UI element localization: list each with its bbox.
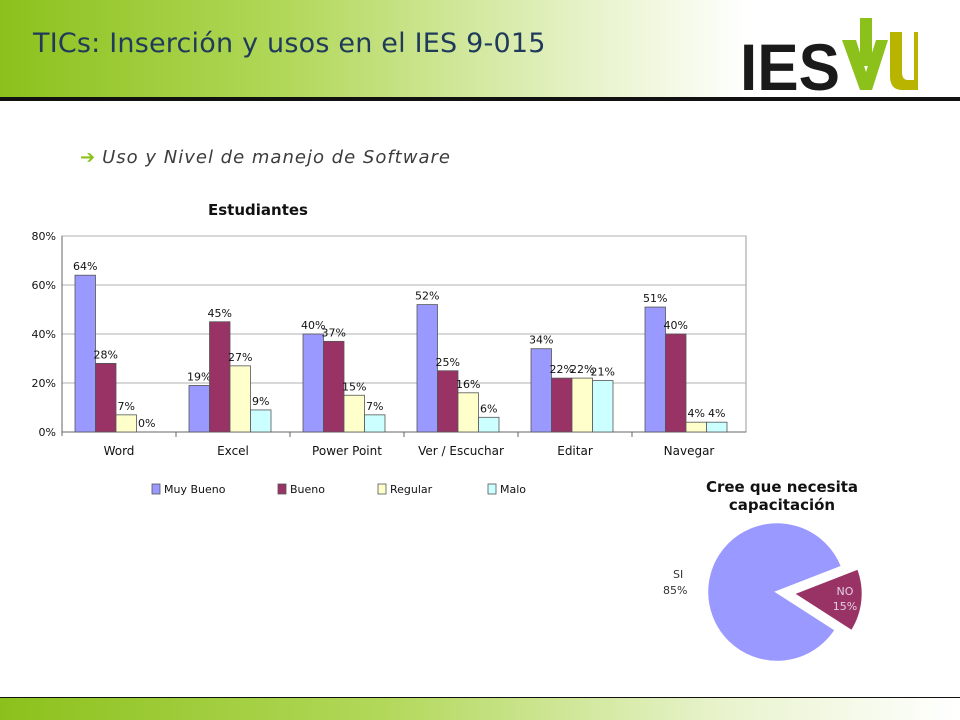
y-tick-label: 20% (32, 377, 56, 390)
data-label: 22% (550, 363, 574, 376)
data-label: 6% (480, 402, 497, 415)
data-label: 25% (436, 356, 460, 369)
pie-chart: SI 85% NO 15% (663, 520, 865, 664)
x-tick-label: Ver / Escuchar (418, 444, 504, 458)
bar (644, 306, 666, 433)
bar (478, 416, 500, 433)
pie-label-name: SI (673, 568, 683, 581)
y-tick-label: 0% (39, 426, 56, 439)
pie-title-line-1: Cree que necesita (705, 478, 859, 496)
bar (457, 392, 479, 433)
legend-label: Bueno (290, 483, 325, 496)
legend-swatch (487, 483, 497, 495)
legend-swatch (377, 483, 387, 495)
section-bullet: ➔ Uso y Nivel de manejo de Software (80, 147, 451, 168)
x-tick-label: Editar (557, 444, 593, 458)
data-label: 22% (570, 363, 594, 376)
header-divider (0, 97, 960, 101)
legend-swatch (151, 483, 161, 495)
data-label: 4% (708, 407, 725, 420)
bar (592, 380, 614, 433)
data-label: 40% (301, 319, 325, 332)
x-tick-label: Navegar (664, 444, 715, 458)
legend-swatch (277, 483, 287, 495)
y-tick-label: 40% (32, 328, 56, 341)
data-label: 27% (228, 351, 252, 364)
x-tick-label: Power Point (312, 444, 382, 458)
pie-label-name: NO (837, 585, 854, 598)
x-tick-label: Excel (217, 444, 249, 458)
pie-chart-title: Cree que necesita capacitación (694, 478, 870, 514)
bar (571, 377, 593, 433)
pie-label-value: 85% (663, 584, 687, 597)
slide-title: TICs: Inserción y usos en el IES 9-015 (33, 28, 546, 59)
bar (74, 274, 96, 433)
bar (209, 321, 231, 433)
data-label: 7% (118, 400, 135, 413)
legend-label: Malo (500, 483, 526, 496)
bar (551, 377, 573, 433)
data-label: 21% (591, 366, 615, 379)
data-label: 34% (529, 334, 553, 347)
legend-label: Muy Bueno (164, 483, 226, 496)
bar-chart-title: Estudiantes (208, 201, 308, 219)
ies-logo: IES (740, 18, 918, 96)
data-label: 16% (456, 378, 480, 391)
svg-text:IES: IES (740, 30, 840, 96)
data-label: 37% (322, 326, 346, 339)
bar (364, 414, 386, 433)
bar (229, 365, 251, 433)
bar (95, 362, 117, 433)
bar (115, 414, 137, 433)
bar (250, 409, 272, 433)
bar (437, 370, 459, 433)
data-label: 19% (187, 370, 211, 383)
bar (685, 421, 707, 433)
data-label: 9% (252, 395, 269, 408)
bar (323, 340, 345, 433)
data-label: 15% (342, 380, 366, 393)
pie-label-value: 15% (833, 600, 857, 613)
data-label: 28% (94, 348, 118, 361)
bar (343, 394, 365, 433)
legend-label: Regular (390, 483, 433, 496)
header-band (0, 0, 960, 98)
pie-title-line-2: capacitación (728, 496, 836, 514)
y-tick-label: 60% (32, 279, 56, 292)
bar (416, 304, 438, 433)
bar (302, 333, 324, 433)
data-label: 7% (366, 400, 383, 413)
bar (665, 333, 687, 433)
bullet-text: Uso y Nivel de manejo de Software (102, 147, 451, 168)
bar (706, 421, 728, 433)
pie-slice (790, 566, 865, 634)
data-label: 45% (208, 307, 232, 320)
data-label: 52% (415, 290, 439, 303)
bar (188, 385, 210, 433)
data-label: 40% (664, 319, 688, 332)
arrow-right-icon: ➔ (80, 147, 97, 168)
data-label: 0% (138, 417, 155, 430)
x-tick-label: Word (104, 444, 135, 458)
data-label: 4% (688, 407, 705, 420)
pie-slice (705, 520, 844, 664)
data-label: 51% (643, 292, 667, 305)
bar (530, 348, 552, 433)
data-label: 64% (73, 260, 97, 273)
bar-chart: 0%20%40%60%80%Word64%28%7%0%Excel19%45%2… (32, 230, 747, 496)
footer-band (0, 698, 960, 720)
y-tick-label: 80% (32, 230, 56, 243)
